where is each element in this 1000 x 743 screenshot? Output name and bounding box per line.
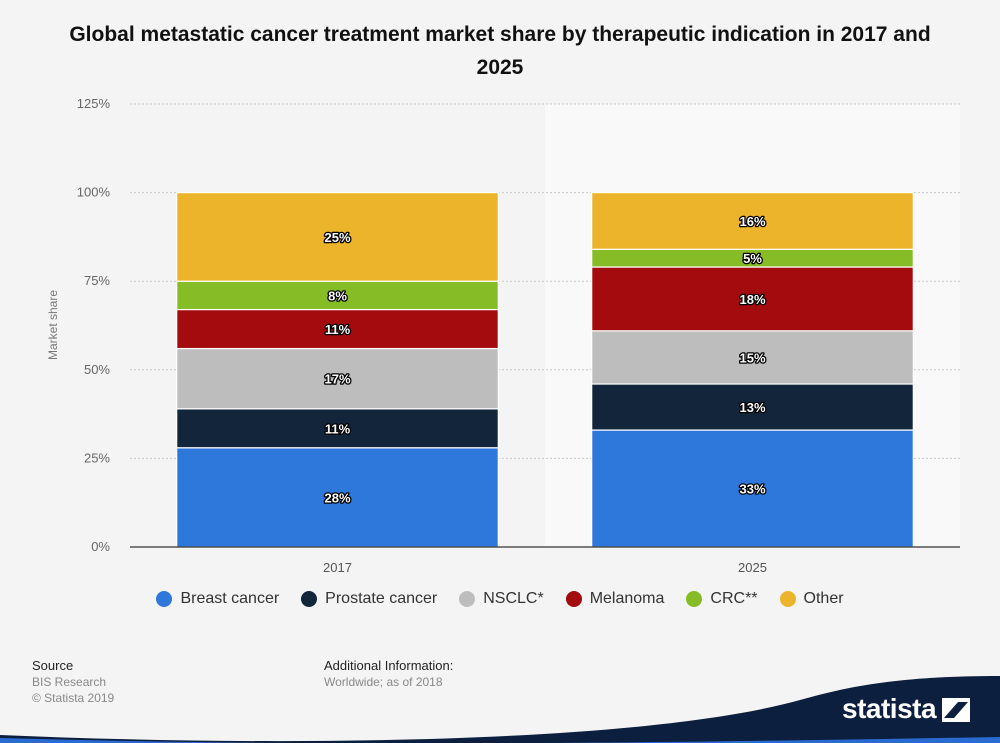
data-label: 8% — [328, 288, 347, 303]
legend-swatch — [301, 591, 318, 607]
bar-segment — [591, 266, 914, 332]
x-axis-categories: 2017 2025 — [323, 560, 767, 575]
chart-title: Global metastatic cancer treatment marke… — [69, 23, 931, 79]
bar-segment — [591, 383, 914, 431]
bar-segment — [176, 308, 499, 350]
legend-item[interactable]: NSCLC* — [459, 590, 544, 608]
bar-segment — [176, 347, 499, 410]
legend-label: CRC** — [710, 590, 758, 607]
bar-segment — [176, 280, 499, 311]
data-label: 17% — [324, 372, 350, 387]
legend-swatch — [156, 591, 173, 607]
legend-item[interactable]: CRC** — [686, 590, 758, 608]
x-tick-label: 2017 — [323, 560, 352, 575]
bar-segment — [176, 408, 499, 449]
statista-logo: statista — [842, 693, 937, 724]
source-line-1: BIS Research — [32, 675, 107, 689]
data-label: 5% — [743, 251, 762, 266]
y-tick-label: 75% — [84, 273, 110, 288]
legend-label: Breast cancer — [180, 590, 280, 607]
y-tick-label: 100% — [77, 185, 111, 200]
data-label: 28% — [324, 490, 350, 505]
legend-swatch — [565, 591, 582, 607]
source-line-2: © Statista 2019 — [32, 691, 115, 705]
legend-label: Melanoma — [589, 590, 665, 607]
x-tick-label: 2025 — [738, 560, 767, 575]
data-label: 18% — [739, 292, 765, 307]
data-label: 16% — [739, 214, 765, 229]
data-label: 13% — [739, 400, 765, 415]
y-tick-label: 50% — [84, 362, 110, 377]
legend-swatch — [686, 591, 703, 607]
legend: Breast cancer Prostate cancer NSCLC* Melano… — [0, 590, 1000, 608]
legend-label: Prostate cancer — [325, 590, 438, 607]
data-label: 25% — [324, 230, 350, 245]
bar-segment — [591, 429, 914, 548]
bar-segment — [176, 192, 499, 282]
y-tick-label: 25% — [84, 450, 110, 465]
legend-item[interactable]: Breast cancer — [156, 590, 279, 608]
info-heading: Additional Information: — [324, 658, 454, 673]
info-line: Worldwide; as of 2018 — [324, 675, 443, 689]
bars: 28% 11% 17% 11% 8% 25% 33% 13% 15% 18% 5% 16% — [176, 192, 914, 548]
bar-segment — [591, 192, 914, 250]
legend-label: NSCLC* — [483, 590, 544, 607]
data-label: 15% — [739, 350, 765, 365]
y-axis-label: Market share — [46, 290, 60, 360]
y-axis-ticks: 0% 25% 50% 75% 100% 125% — [77, 96, 111, 554]
legend-label: Other — [803, 590, 844, 607]
data-label: 11% — [325, 322, 351, 337]
legend-swatch — [459, 591, 476, 607]
y-tick-label: 0% — [91, 539, 110, 554]
legend-item[interactable]: Other — [779, 590, 844, 608]
data-label: 11% — [325, 421, 351, 436]
legend-swatch — [779, 591, 796, 607]
data-label: 33% — [739, 482, 765, 497]
source-heading: Source — [32, 658, 74, 673]
legend-item[interactable]: Melanoma — [565, 590, 665, 608]
legend-item[interactable]: Prostate cancer — [301, 590, 437, 608]
statista-logo-icon — [942, 698, 970, 722]
y-tick-label: 125% — [77, 96, 111, 111]
